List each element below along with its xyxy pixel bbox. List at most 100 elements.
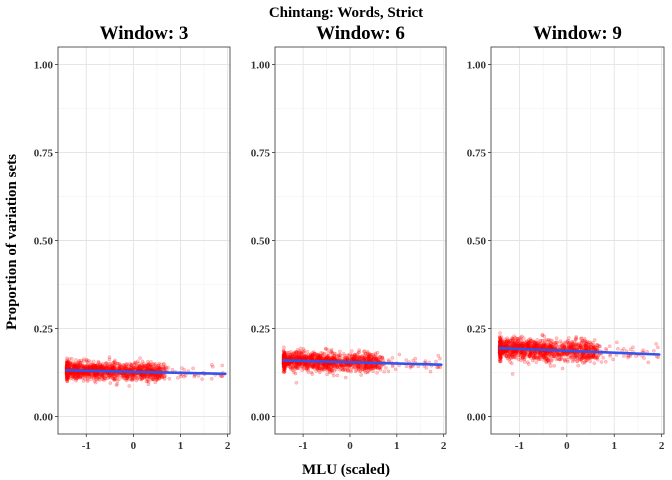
data-point: [90, 364, 95, 368]
data-point: [359, 373, 363, 377]
data-point: [142, 364, 146, 369]
data-point: [101, 366, 106, 370]
data-point: [68, 371, 73, 376]
data-point: [124, 374, 129, 379]
data-point: [85, 363, 89, 368]
data-point: [112, 366, 116, 370]
data-point: [76, 364, 81, 368]
data-point: [538, 339, 543, 344]
data-point: [595, 354, 600, 359]
data-point: [65, 373, 70, 378]
data-point: [65, 361, 70, 366]
data-point: [587, 355, 592, 360]
data-point: [575, 359, 580, 363]
data-point: [66, 372, 71, 376]
data-point: [117, 366, 121, 371]
data-point: [159, 362, 163, 367]
data-point: [309, 370, 314, 375]
data-point: [145, 376, 149, 381]
data-point: [571, 341, 575, 346]
data-point: [95, 363, 99, 368]
data-point: [320, 351, 325, 355]
data-point: [118, 363, 122, 368]
data-point: [209, 376, 214, 381]
data-point: [179, 374, 183, 379]
x-tick-label: 0: [347, 440, 353, 452]
data-point: [434, 359, 438, 364]
data-point: [74, 363, 78, 368]
data-point: [83, 364, 88, 368]
data-point: [147, 374, 152, 378]
data-point: [158, 366, 162, 371]
data-point: [196, 374, 201, 378]
data-point: [135, 359, 140, 364]
data-point: [116, 365, 120, 370]
data-point: [65, 374, 69, 379]
data-point: [80, 363, 85, 368]
data-point: [92, 365, 97, 369]
data-point: [82, 373, 86, 377]
data-point: [107, 373, 111, 378]
data-point: [220, 374, 224, 379]
data-point: [141, 374, 145, 379]
x-tick-label: 1: [611, 440, 617, 452]
data-point: [386, 358, 391, 362]
data-point: [595, 343, 599, 347]
data-point: [139, 377, 144, 382]
data-point: [85, 372, 90, 377]
data-point: [408, 365, 413, 370]
data-point: [423, 359, 428, 363]
data-point: [135, 376, 140, 381]
data-point: [293, 354, 298, 359]
data-point: [65, 362, 70, 367]
data-point: [522, 355, 526, 359]
panel-title: Window: 3: [100, 23, 189, 44]
data-point: [404, 358, 409, 362]
data-point: [571, 358, 576, 362]
data-point: [616, 346, 620, 351]
data-point: [82, 364, 87, 369]
data-point: [96, 376, 101, 381]
data-point: [78, 361, 83, 365]
data-point: [356, 365, 360, 370]
data-point: [83, 364, 88, 369]
data-point: [152, 367, 156, 372]
data-point: [117, 362, 122, 366]
data-point: [65, 376, 70, 380]
data-point: [87, 372, 91, 377]
data-point: [96, 372, 100, 377]
chart-title: Chintang: Words, Strict: [269, 5, 423, 21]
data-point: [298, 346, 303, 351]
data-point: [72, 364, 77, 369]
data-point: [308, 362, 313, 366]
data-point: [98, 365, 102, 369]
data-point: [536, 357, 540, 361]
data-point: [91, 364, 95, 369]
data-point: [102, 378, 106, 382]
data-point: [182, 374, 186, 379]
data-point: [104, 374, 109, 378]
data-point: [588, 359, 592, 364]
data-point: [65, 365, 70, 369]
data-point: [75, 376, 79, 380]
data-point: [146, 362, 151, 366]
data-point: [65, 360, 69, 365]
data-point: [329, 355, 333, 360]
data-point: [136, 367, 141, 371]
data-point: [117, 364, 122, 369]
data-point: [81, 359, 86, 363]
data-point: [282, 366, 287, 371]
data-point: [84, 359, 89, 363]
data-point: [557, 344, 562, 349]
data-point: [512, 334, 516, 338]
y-tick-label: 0.00: [467, 411, 487, 423]
data-point: [147, 373, 152, 378]
data-point: [78, 376, 82, 380]
data-point: [97, 378, 102, 382]
data-point: [65, 362, 70, 366]
data-point: [94, 364, 99, 369]
data-point: [115, 379, 120, 383]
y-tick-label: 0.50: [251, 236, 271, 248]
data-point: [541, 344, 545, 348]
data-point: [129, 378, 134, 382]
